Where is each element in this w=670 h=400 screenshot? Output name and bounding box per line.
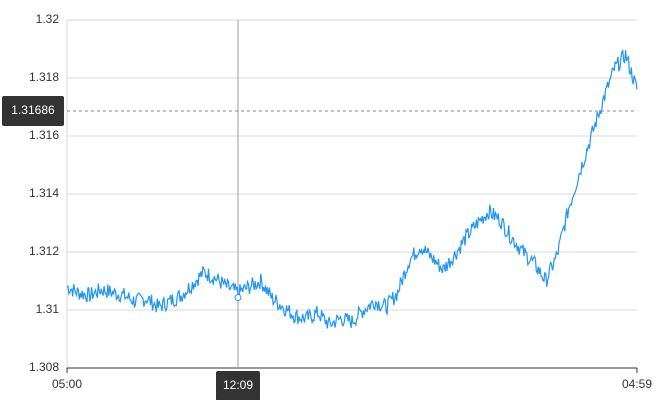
y-crosshair-badge: 1.31686 <box>2 96 64 127</box>
x-tick-label: 04:59 <box>622 377 652 391</box>
y-tick-label: 1.32 <box>36 12 60 26</box>
x-crosshair-badge-bg <box>216 371 260 400</box>
y-tick-label: 1.316 <box>29 128 59 142</box>
x-crosshair-value: 12:09 <box>223 378 253 392</box>
y-tick-label: 1.318 <box>29 70 59 84</box>
x-crosshair-badge: 12:09 <box>216 371 260 400</box>
y-tick-label: 1.312 <box>29 244 59 258</box>
x-tick-label: 05:00 <box>52 377 82 391</box>
y-tick-label: 1.314 <box>29 186 59 200</box>
y-tick-label: 1.308 <box>29 360 59 374</box>
y-tick-label: 1.31 <box>36 302 60 316</box>
crosshair-point <box>234 294 242 302</box>
x-axis: 05:00 04:59 <box>52 368 652 391</box>
y-crosshair-badge-bg <box>2 96 64 127</box>
y-crosshair-value: 1.31686 <box>11 103 55 117</box>
price-series-line <box>66 49 638 329</box>
y-axis: 1.308 1.31 1.312 1.314 1.316 1.318 1.32 <box>29 12 59 374</box>
